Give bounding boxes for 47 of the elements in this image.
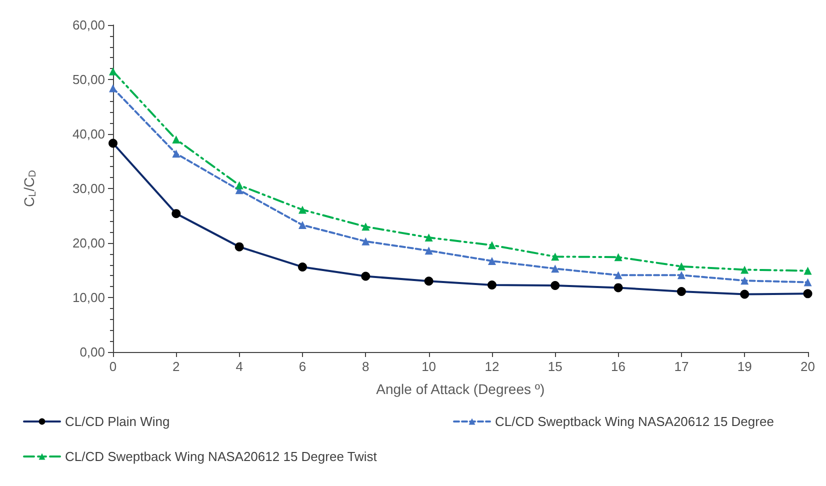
y-axis-title: CL/CD (21, 170, 38, 207)
point (677, 271, 686, 280)
x-tick-label: 15 (548, 359, 562, 374)
x-tick-label: 16 (611, 359, 626, 374)
x-tick-label: 0 (109, 359, 117, 374)
x-tick-label: 17 (674, 359, 689, 374)
x-tick-label: 20 (800, 359, 816, 374)
legend-label: CL/CD Sweptback Wing NASA20612 15 Degree Twist (65, 449, 378, 464)
x-tick-label: 12 (484, 359, 500, 374)
y-tick-label: 40,00 (72, 126, 105, 142)
y-tick-label: 20,00 (72, 236, 105, 250)
legend-label: CL/CD Sweptback Wing NASA20612 15 Degree (495, 414, 774, 429)
point (235, 181, 244, 190)
point (424, 246, 433, 255)
legend-label: CL/CD Plain Wing (65, 414, 170, 429)
point (551, 264, 560, 273)
y-tick-label: 30,00 (72, 181, 105, 196)
point (614, 253, 622, 262)
point (172, 150, 180, 158)
point (488, 241, 496, 250)
x-tick-label: 19 (737, 359, 752, 374)
point (362, 237, 370, 246)
y-tick-label: 0,00 (80, 344, 105, 360)
point (109, 84, 117, 92)
point (109, 67, 117, 76)
point (551, 252, 560, 261)
point (424, 234, 433, 242)
x-tick-label: 4 (236, 359, 243, 374)
point (804, 278, 812, 286)
x-tick-label: 10 (422, 359, 436, 374)
point (298, 221, 306, 230)
point (488, 256, 496, 265)
point (740, 266, 749, 274)
point (740, 276, 749, 285)
point (362, 222, 370, 231)
y-tick-label: 10,00 (72, 290, 105, 305)
point (614, 271, 622, 280)
point (804, 266, 812, 275)
x-axis-title: Angle of Attack (Degrees º) (376, 381, 545, 397)
point (677, 262, 686, 270)
y-tick-label: 60,00 (72, 18, 105, 32)
x-tick-label: 6 (298, 359, 306, 374)
x-tick-label: 2 (172, 359, 180, 374)
point (298, 206, 306, 214)
y-tick-label: 50,00 (72, 72, 105, 87)
point (172, 135, 180, 144)
x-tick-label: 8 (362, 359, 370, 374)
